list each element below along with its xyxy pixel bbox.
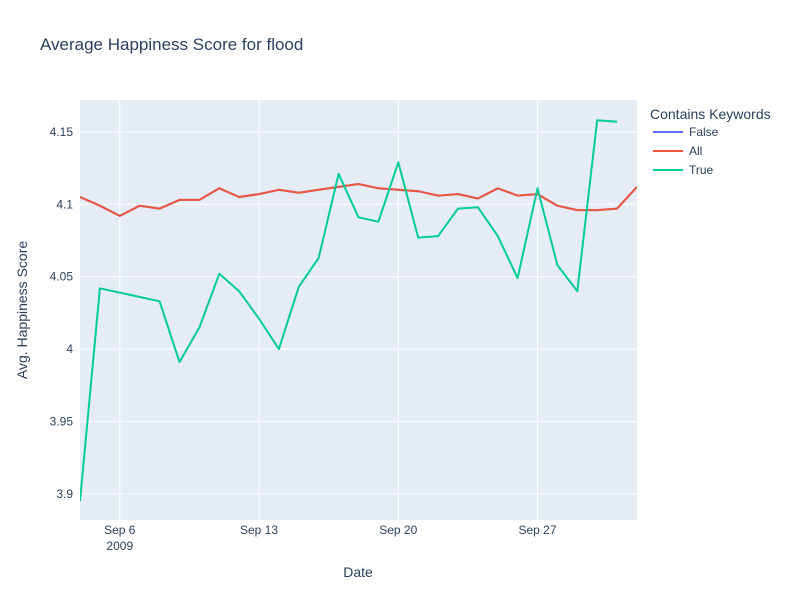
legend: Contains Keywords False All True (650, 106, 771, 177)
y-tick-label: 4.1 (56, 197, 73, 211)
y-tick-label: 4.15 (50, 125, 74, 139)
x-gridlines (119, 100, 539, 520)
series-lines (80, 119, 637, 502)
y-tick-label: 4 (66, 342, 73, 356)
y-tick-label: 3.9 (56, 487, 73, 501)
x-tick-label: Sep 20 (379, 523, 417, 537)
x-axis-title: Date (343, 564, 373, 580)
legend-item-all[interactable]: All (653, 144, 702, 158)
x-tick-label: Sep 13 (240, 523, 278, 537)
legend-title: Contains Keywords (650, 106, 771, 122)
plot-area (80, 100, 637, 520)
series-line-all (80, 183, 637, 217)
x-tick-labels: Sep 6 2009 Sep 13 Sep 20 Sep 27 (104, 523, 557, 553)
legend-label: All (689, 144, 702, 158)
series-line-true (80, 119, 618, 502)
y-axis-title: Avg. Happiness Score (14, 241, 30, 379)
x-tick-label: Sep 6 (104, 523, 136, 537)
legend-label: True (689, 163, 714, 177)
x-tick-label: Sep 27 (519, 523, 557, 537)
legend-label: False (689, 125, 719, 139)
x-tick-year-label: 2009 (106, 539, 133, 553)
y-tick-label: 3.95 (50, 415, 74, 429)
legend-item-false[interactable]: False (653, 125, 719, 139)
chart-title: Average Happiness Score for flood (40, 35, 303, 54)
y-tick-label: 4.05 (50, 270, 74, 284)
y-gridlines (80, 131, 637, 495)
legend-item-true[interactable]: True (653, 163, 714, 177)
y-tick-labels: 3.9 3.95 4 4.05 4.1 4.15 (50, 125, 74, 501)
